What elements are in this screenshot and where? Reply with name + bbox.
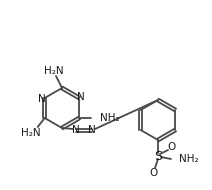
Text: S: S xyxy=(154,150,162,162)
Text: H₂N: H₂N xyxy=(21,128,40,138)
Text: N: N xyxy=(77,92,85,102)
Text: O: O xyxy=(150,168,158,178)
Text: N: N xyxy=(88,125,96,135)
Text: N: N xyxy=(72,125,80,135)
Text: O: O xyxy=(168,142,176,152)
Text: H₂N: H₂N xyxy=(44,66,64,76)
Text: N: N xyxy=(38,94,46,104)
Text: NH₂: NH₂ xyxy=(100,113,120,123)
Text: NH₂: NH₂ xyxy=(179,154,199,164)
